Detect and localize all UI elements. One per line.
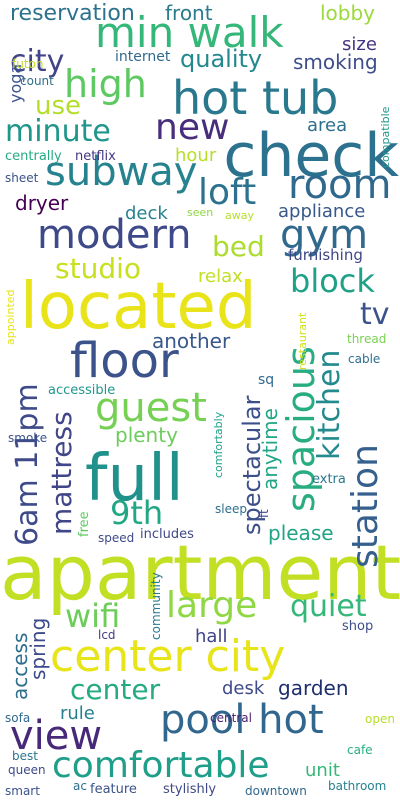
word-ac: ac	[73, 779, 87, 793]
word-please: please	[268, 521, 334, 545]
word-garden: garden	[278, 676, 349, 700]
word-central: central	[210, 711, 252, 725]
word-comfortably: comfortably	[212, 411, 225, 478]
word-high: high	[64, 62, 147, 106]
word-comfortable: comfortable	[52, 745, 270, 786]
word-stylishly: stylishly	[163, 782, 217, 797]
word-check: check	[223, 121, 399, 191]
word-appointed: appointed	[4, 289, 17, 345]
word-min-walk: min walk	[95, 8, 284, 57]
word-subway: subway	[45, 149, 198, 195]
word-deck: deck	[125, 203, 168, 224]
word-cable: cable	[348, 352, 381, 366]
word-guest: guest	[95, 385, 207, 431]
word-pool-hot: pool hot	[160, 697, 324, 743]
word-6am-11pm: 6am 11pm	[10, 383, 45, 546]
word-away: away	[225, 209, 254, 222]
word-sofa: sofa	[5, 711, 31, 725]
word-view: view	[10, 713, 103, 759]
word-front: front	[165, 1, 213, 25]
word-dryer: dryer	[15, 191, 69, 215]
word-speed: speed	[98, 531, 135, 545]
word-ft: ft	[257, 509, 271, 518]
word-rule: rule	[60, 703, 95, 724]
word-use: use	[35, 91, 82, 121]
word-compatible: compatible	[379, 106, 392, 168]
word-queen: queen	[8, 763, 46, 777]
word-gym: gym	[280, 212, 369, 258]
word-hall: hall	[195, 626, 228, 647]
word-futon: futon	[12, 57, 44, 71]
word-located: located	[20, 270, 257, 344]
word-minute: minute	[5, 114, 111, 149]
word-sq: sq	[258, 372, 275, 388]
word-restaurant: restaurant	[296, 312, 309, 370]
word-quiet: quiet	[290, 589, 367, 624]
word-furnishing: furnishing	[288, 246, 363, 264]
word-feature: feature	[90, 782, 137, 797]
word-hot-tub: hot tub	[172, 71, 339, 125]
word-anytime: anytime	[258, 408, 282, 490]
word-smoke: smoke	[8, 431, 48, 445]
word-open: open	[365, 712, 395, 726]
word-downtown: downtown	[245, 784, 307, 798]
word-sheet: sheet	[5, 171, 39, 185]
word-large: large	[166, 585, 258, 626]
word-desk: desk	[222, 678, 265, 699]
word-floor: floor	[70, 333, 179, 389]
word-new: new	[155, 107, 230, 148]
word-center-city: center city	[50, 631, 286, 682]
word-room: room	[288, 162, 392, 208]
word-lobby: lobby	[320, 1, 376, 25]
word-9th: 9th	[110, 494, 164, 532]
word-thread: thread	[347, 332, 387, 346]
word-block: block	[290, 262, 375, 300]
word-appliance: appliance	[278, 201, 366, 222]
word-free: free	[77, 511, 92, 537]
word-quality: quality	[180, 45, 263, 73]
word-plenty: plenty	[115, 423, 178, 447]
word-cafe: cafe	[347, 743, 373, 757]
word-relax: relax	[198, 266, 243, 287]
word-another: another	[152, 329, 231, 353]
word-best: best	[12, 749, 38, 763]
word-includes: includes	[140, 527, 194, 542]
word-sleep: sleep	[215, 502, 247, 516]
word-bathroom: bathroom	[328, 779, 387, 793]
word-smoking: smoking	[293, 50, 378, 74]
word-size: size	[342, 34, 377, 55]
word-center: center	[70, 673, 161, 706]
word-full: full	[85, 442, 184, 516]
word-hour: hour	[175, 145, 217, 166]
word-tv: tv	[360, 297, 390, 332]
word-netflix: netflix	[75, 149, 116, 164]
word-mattress: mattress	[45, 411, 78, 535]
word-centrally: centrally	[5, 149, 62, 164]
word-station: station	[345, 444, 386, 568]
word-bed: bed	[212, 230, 265, 263]
word-reservation: reservation	[10, 1, 135, 26]
word-lcd: lcd	[98, 628, 116, 642]
word-count: count	[20, 74, 54, 88]
word-studio: studio	[55, 252, 141, 285]
word-modern: modern	[37, 212, 192, 258]
word-seen: seen	[187, 206, 214, 219]
word-wifi: wifi	[65, 597, 121, 635]
word-unit: unit	[305, 760, 340, 781]
word-smart: smart	[5, 784, 40, 798]
word-shop: shop	[342, 619, 374, 634]
word-extra: extra	[312, 472, 346, 487]
word-accessible: accessible	[48, 383, 116, 398]
word-community: community	[149, 572, 163, 640]
word-city: city	[10, 44, 65, 79]
word-kitchen: kitchen	[312, 349, 347, 460]
word-apartment: apartment	[0, 528, 400, 617]
word-loft: loft	[198, 172, 257, 213]
word-internet: internet	[115, 49, 171, 65]
word-access: access	[8, 632, 32, 700]
word-area: area	[307, 115, 348, 136]
